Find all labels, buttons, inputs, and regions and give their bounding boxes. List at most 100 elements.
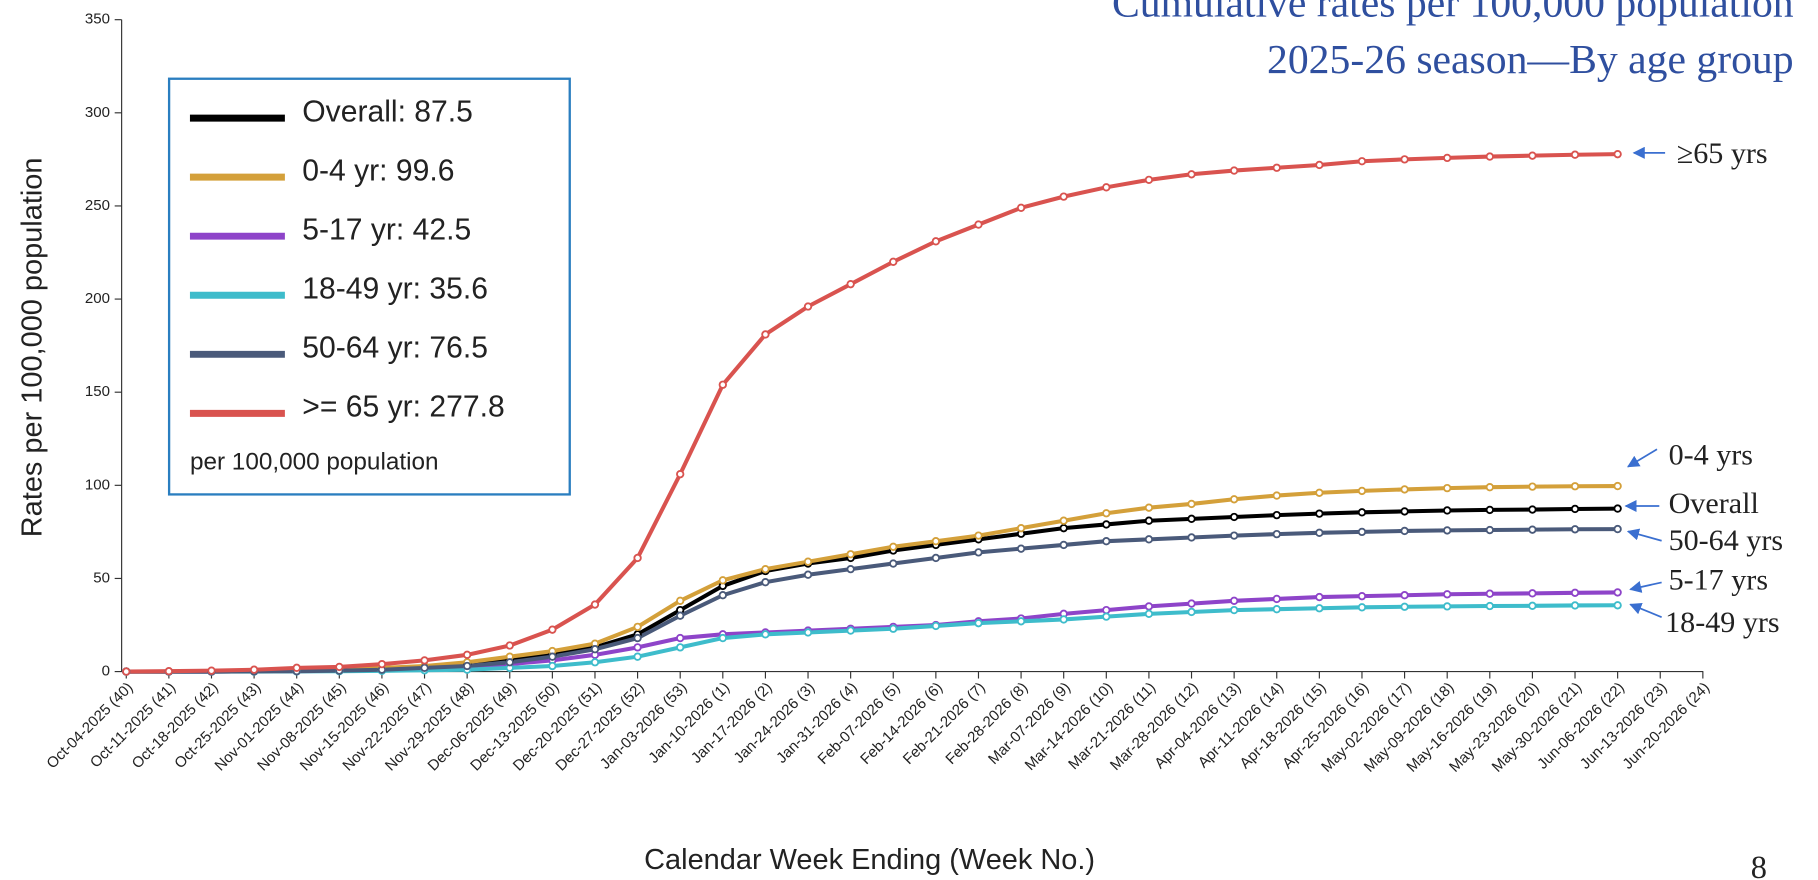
data-point	[974, 531, 983, 540]
data-point	[1570, 601, 1580, 610]
data-point	[1059, 523, 1068, 533]
data-point	[1016, 544, 1026, 553]
data-point	[803, 302, 813, 311]
data-point	[676, 611, 685, 620]
annotation-arrow	[1629, 602, 1662, 618]
data-point	[1400, 507, 1409, 516]
series-line	[126, 152, 1618, 674]
data-point	[462, 650, 472, 659]
data-point	[1400, 526, 1409, 536]
y-tick-label: 50	[93, 569, 110, 586]
data-point	[548, 652, 557, 661]
series-line	[126, 527, 1618, 674]
data-point	[718, 380, 727, 389]
data-point	[1187, 533, 1196, 542]
data-point	[633, 622, 642, 632]
data-point	[377, 659, 387, 669]
page-number: 8	[1751, 850, 1767, 880]
data-point	[1613, 149, 1622, 159]
data-point	[1528, 151, 1537, 160]
data-point	[1016, 203, 1026, 212]
data-point	[761, 578, 770, 587]
data-point	[1357, 527, 1367, 537]
data-point	[1315, 592, 1324, 602]
data-point	[718, 576, 727, 585]
y-tick-label: 100	[85, 476, 110, 493]
data-point	[548, 625, 557, 634]
data-point	[1485, 601, 1494, 611]
data-point	[1613, 524, 1622, 534]
data-point	[1613, 481, 1622, 491]
data-point	[1059, 516, 1068, 525]
data-point	[335, 662, 344, 672]
data-point	[1570, 504, 1580, 514]
data-point	[1528, 525, 1537, 534]
data-point	[1400, 155, 1409, 164]
data-point	[590, 600, 600, 609]
data-point	[1570, 482, 1580, 491]
data-point	[931, 621, 941, 631]
data-point	[1059, 615, 1068, 624]
data-point	[633, 652, 642, 661]
data-point	[1613, 588, 1622, 597]
data-point	[1229, 495, 1239, 504]
y-tick-label: 350	[85, 11, 110, 28]
y-tick-label: 250	[85, 197, 110, 214]
legend-label: 5-17 yr: 42.5	[302, 214, 471, 247]
data-point	[761, 330, 770, 339]
data-point	[1144, 175, 1154, 185]
data-point	[1229, 531, 1239, 540]
data-point	[1443, 602, 1452, 611]
annotation: 18-49 yrs	[1665, 605, 1780, 639]
data-point	[1016, 523, 1026, 533]
data-point	[846, 626, 855, 635]
legend-label: 0-4 yr: 99.6	[302, 154, 454, 187]
data-point	[1528, 482, 1537, 491]
data-point	[1144, 535, 1154, 544]
data-point	[803, 628, 813, 637]
legend-note: per 100,000 population	[190, 449, 439, 476]
data-point	[1357, 508, 1367, 517]
data-point	[718, 591, 727, 600]
data-point	[462, 661, 472, 671]
series-line	[126, 590, 1618, 674]
data-point	[1102, 183, 1111, 192]
data-point	[1528, 505, 1537, 514]
data-point	[761, 564, 770, 574]
data-point	[846, 279, 855, 289]
data-point	[1570, 150, 1580, 159]
data-point	[1570, 588, 1580, 597]
data-point	[889, 257, 898, 266]
y-tick-label: 300	[85, 104, 110, 121]
data-point	[1485, 505, 1494, 515]
data-point	[803, 557, 813, 566]
data-point	[1229, 605, 1239, 615]
data-point	[1272, 594, 1281, 604]
data-point	[803, 570, 813, 579]
data-point	[1144, 503, 1154, 512]
data-point	[505, 658, 514, 667]
data-point	[1315, 160, 1324, 170]
data-point	[292, 663, 301, 673]
x-axis-label: Calendar Week Ending (Week No.)	[644, 844, 1095, 876]
data-point	[1059, 540, 1068, 550]
data-point	[1272, 491, 1281, 500]
data-point	[1315, 488, 1324, 497]
data-point	[846, 564, 855, 574]
data-point	[1443, 483, 1452, 493]
data-point	[718, 633, 727, 643]
annotation-arrow	[1627, 448, 1658, 468]
y-tick-label: 150	[85, 383, 110, 400]
data-point	[889, 624, 898, 633]
data-point	[1187, 499, 1196, 509]
data-point	[1272, 163, 1281, 172]
data-point	[1102, 509, 1111, 518]
data-point	[249, 665, 259, 674]
annotation-arrow	[1629, 581, 1662, 593]
series-line	[126, 484, 1618, 674]
legend-box	[167, 77, 571, 496]
data-point	[1102, 605, 1111, 615]
data-point	[974, 618, 983, 628]
